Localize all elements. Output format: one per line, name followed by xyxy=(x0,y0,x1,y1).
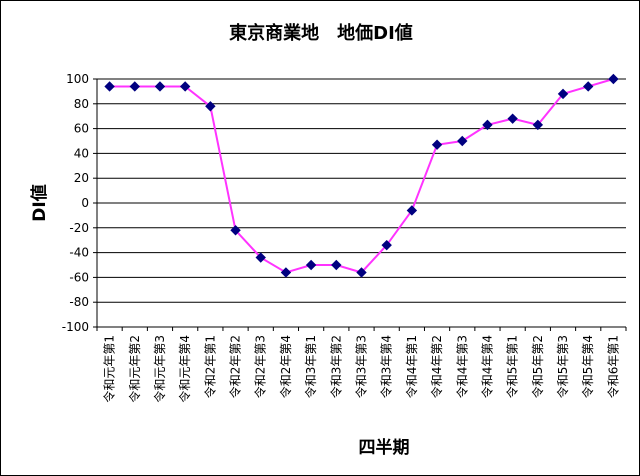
x-tick-label: 令和4年第3 xyxy=(454,335,469,398)
y-tick-label: -20 xyxy=(69,221,89,235)
y-tick-label: -80 xyxy=(69,295,89,309)
x-tick-label: 令和元年第3 xyxy=(152,335,167,403)
data-point xyxy=(356,267,367,278)
y-axis-title: DI値 xyxy=(29,184,50,221)
data-point xyxy=(331,259,342,271)
data-point xyxy=(482,119,493,131)
data-point xyxy=(154,81,166,92)
data-point xyxy=(431,139,443,150)
data-point xyxy=(406,205,418,216)
data-point xyxy=(230,225,241,236)
x-tick-label: 令和2年第4 xyxy=(278,335,293,398)
data-point xyxy=(305,259,317,271)
data-point xyxy=(532,119,544,131)
y-tick-label: 0 xyxy=(81,196,89,210)
y-tick-label: -100 xyxy=(62,320,89,334)
x-tick-label: 令和6年第1 xyxy=(605,335,620,398)
data-point xyxy=(280,267,292,278)
y-tick-label: 20 xyxy=(74,171,89,185)
y-tick-label: -60 xyxy=(69,270,89,284)
data-point xyxy=(205,101,216,112)
gridlines xyxy=(97,78,626,328)
data-point xyxy=(608,73,619,85)
x-tick-label: 令和3年第3 xyxy=(354,335,369,398)
y-axis-ticks: 100 80 60 40 20 0 -20 -40 -60 -80 -100 xyxy=(62,72,97,334)
y-tick-label: -40 xyxy=(69,246,89,260)
x-tick-label: 令和4年第4 xyxy=(479,335,494,398)
chart-title: 東京商業地 地価DI値 xyxy=(229,22,413,44)
x-tick-label: 令和3年第1 xyxy=(303,335,318,398)
y-tick-label: 80 xyxy=(74,97,89,111)
x-tick-label: 令和元年第2 xyxy=(127,335,142,403)
x-tick-label: 令和4年第2 xyxy=(429,335,444,398)
data-point xyxy=(583,81,594,92)
x-tick-label: 令和5年第2 xyxy=(530,335,545,398)
x-axis-title: 四半期 xyxy=(359,437,410,458)
data-point xyxy=(104,81,115,92)
y-tick-label: 40 xyxy=(74,146,89,160)
x-tick-label: 令和4年第1 xyxy=(404,335,419,398)
x-axis-ticks: 令和元年第1 令和元年第2 令和元年第3 令和元年第4 令和2年第1 令和2年第2 令和2年… xyxy=(96,327,627,403)
data-point xyxy=(507,113,518,124)
x-tick-label: 令和3年第2 xyxy=(328,335,343,398)
x-tick-label: 令和5年第3 xyxy=(555,335,570,398)
data-point xyxy=(255,252,266,263)
series-line xyxy=(109,78,614,274)
data-point xyxy=(457,135,468,147)
x-tick-label: 令和3年第4 xyxy=(379,335,394,398)
x-tick-label: 令和5年第4 xyxy=(580,335,595,398)
x-tick-label: 令和2年第1 xyxy=(202,335,217,398)
x-tick-label: 令和2年第3 xyxy=(253,335,268,398)
x-tick-label: 令和元年第4 xyxy=(177,335,192,403)
x-tick-label: 令和元年第1 xyxy=(102,335,117,403)
x-tick-label: 令和5年第1 xyxy=(505,335,520,398)
y-tick-label: 100 xyxy=(66,72,89,86)
data-point xyxy=(557,88,569,100)
data-point xyxy=(129,81,140,92)
data-point xyxy=(179,81,191,92)
x-tick-label: 令和2年第2 xyxy=(228,335,243,398)
data-point xyxy=(381,239,392,251)
series-group xyxy=(104,73,619,278)
y-tick-label: 60 xyxy=(74,122,89,136)
